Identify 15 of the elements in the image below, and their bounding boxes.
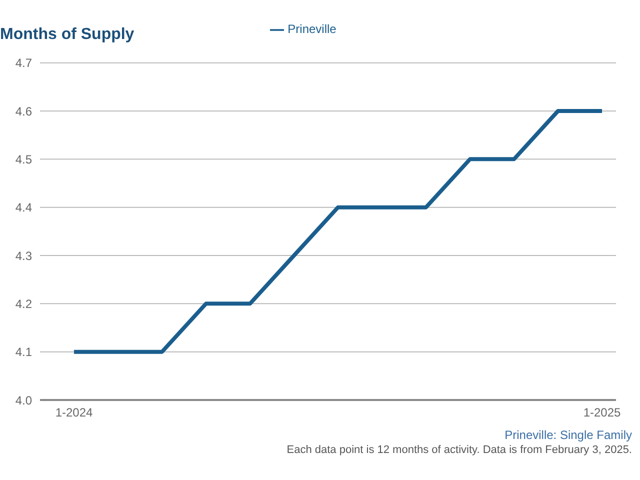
y-tick-label: 4.0 [15, 393, 32, 408]
y-tick-label: 4.4 [15, 200, 32, 215]
text: Each data point is 12 months of activity. Data is from February 3, 2025. [286, 444, 632, 456]
y-tick-label: 4.7 [15, 56, 32, 70]
y-tick-label: 4.5 [15, 152, 32, 166]
chart-title: Months of Supply [0, 26, 134, 44]
y-tick-label: 4.6 [15, 104, 32, 118]
y-tick-label: 4.3 [15, 248, 32, 263]
x-tick-label: 1-2025 [583, 406, 622, 420]
legend-label: Prineville [288, 22, 336, 36]
x-tick-label: 1-2024 [55, 406, 94, 420]
text: Prineville: Single Family [504, 428, 632, 442]
y-tick-label: 4.1 [15, 345, 32, 360]
y-tick-label: 4.2 [15, 296, 32, 311]
line-series [72, 108, 604, 354]
